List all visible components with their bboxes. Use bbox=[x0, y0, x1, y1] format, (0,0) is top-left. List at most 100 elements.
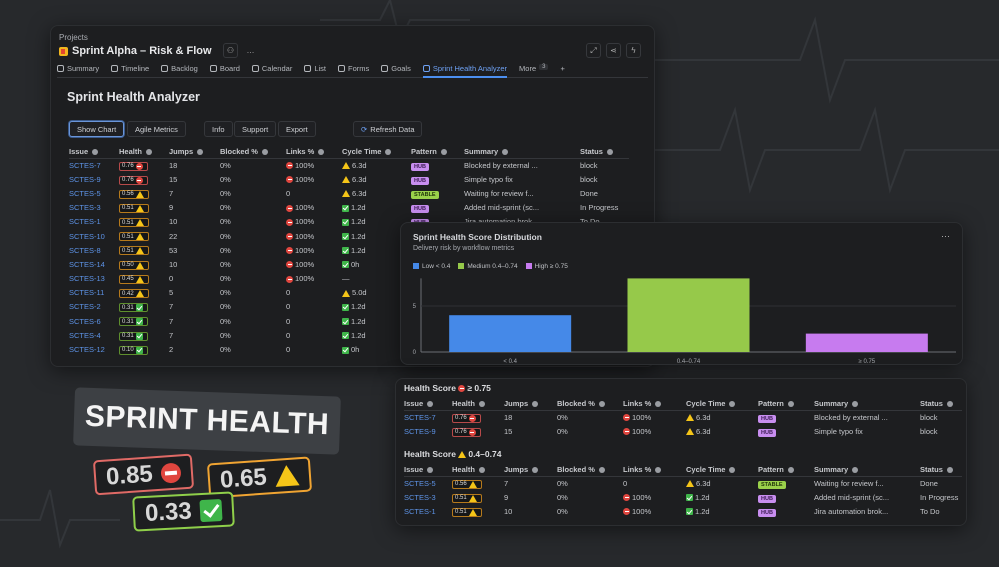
issue-link[interactable]: SCTES-2 bbox=[69, 302, 101, 312]
issue-link[interactable]: SCTES-13 bbox=[69, 274, 105, 284]
stop-icon bbox=[468, 414, 476, 422]
table-row[interactable]: SCTES-2 0.31 7 0% 0 1.2d bbox=[69, 300, 629, 314]
show-chart-button[interactable]: Show Chart bbox=[69, 121, 125, 137]
column-header[interactable]: Links % bbox=[623, 397, 686, 411]
issue-link[interactable]: SCTES-9 bbox=[69, 174, 101, 184]
tab-sprint-health-analyzer[interactable]: Sprint Health Analyzer bbox=[422, 64, 508, 78]
column-header[interactable]: Health bbox=[452, 397, 504, 411]
issue-link[interactable]: SCTES-5 bbox=[404, 478, 436, 488]
tab-board[interactable]: Board bbox=[209, 64, 240, 78]
breadcrumb[interactable]: Projects bbox=[59, 33, 88, 42]
check-icon bbox=[342, 233, 349, 241]
blocked: 0% bbox=[220, 316, 231, 326]
links: 100% bbox=[623, 504, 686, 518]
tab-list[interactable]: List bbox=[304, 64, 326, 78]
agile-metrics-button[interactable]: Agile Metrics bbox=[127, 121, 186, 137]
column-header[interactable]: Cycle Time bbox=[686, 463, 758, 477]
bar[interactable] bbox=[449, 315, 572, 352]
info-button[interactable]: Info bbox=[204, 121, 233, 137]
legend-swatch bbox=[525, 263, 532, 270]
column-header[interactable]: Pattern bbox=[758, 463, 814, 477]
table-row[interactable]: SCTES-5 0.56 7 0% 0 6.3d STABLE Waiting … bbox=[69, 186, 629, 200]
tab-calendar[interactable]: Calendar bbox=[251, 64, 292, 78]
table-row[interactable]: SCTES-3 0.51 9 0% 100% 1.2d HUB Added mi… bbox=[69, 201, 629, 215]
tab-timeline[interactable]: Timeline bbox=[111, 64, 149, 78]
table-row[interactable]: SCTES-6 0.31 7 0% 0 1.2d bbox=[69, 314, 629, 328]
table-row[interactable]: SCTES-11 0.42 5 0% 0 5.0d bbox=[69, 286, 629, 300]
issue-link[interactable]: SCTES-3 bbox=[69, 203, 101, 213]
table-row[interactable]: SCTES-10 0.51 22 0% 100% 1.2d bbox=[69, 229, 629, 243]
table-row[interactable]: SCTES-1 0.51 10 0% 100% 1.2d HUB Jira au… bbox=[404, 504, 962, 518]
column-header[interactable]: Health bbox=[452, 463, 504, 477]
table-row[interactable]: SCTES-9 0.76 15 0% 100% 6.3d HUB Simple … bbox=[404, 424, 962, 438]
issue-link[interactable]: SCTES-8 bbox=[69, 245, 101, 255]
column-header[interactable]: Blocked % bbox=[220, 145, 286, 159]
column-header[interactable]: Issue bbox=[404, 397, 452, 411]
table-row[interactable]: SCTES-4 0.31 7 0% 0 1.2d bbox=[69, 328, 629, 342]
column-header[interactable]: Blocked % bbox=[557, 397, 623, 411]
chart-menu-icon[interactable]: ··· bbox=[941, 231, 950, 241]
share-icon[interactable]: ⋖ bbox=[606, 43, 621, 58]
team-icon[interactable]: ⚇ bbox=[223, 43, 238, 58]
tab-backlog[interactable]: Backlog bbox=[161, 64, 198, 78]
table-row[interactable]: SCTES-14 0.50 10 0% 100% 0h bbox=[69, 257, 629, 271]
issue-link[interactable]: SCTES-9 bbox=[404, 426, 436, 436]
tab-goals[interactable]: Goals bbox=[381, 64, 411, 78]
column-header[interactable]: Status bbox=[920, 397, 962, 411]
table-row[interactable]: SCTES-13 0.45 0 0% 100% — bbox=[69, 272, 629, 286]
column-header[interactable]: Cycle Time bbox=[686, 397, 758, 411]
tab--[interactable]: + bbox=[560, 64, 564, 78]
column-header[interactable]: Jumps bbox=[504, 463, 557, 477]
tab-forms[interactable]: Forms bbox=[337, 64, 369, 78]
column-header[interactable]: Issue bbox=[404, 463, 452, 477]
table-row[interactable]: SCTES-8 0.51 53 0% 100% 1.2d bbox=[69, 243, 629, 257]
issue-link[interactable]: SCTES-6 bbox=[69, 316, 101, 326]
column-header[interactable]: Summary bbox=[814, 397, 920, 411]
table-row[interactable]: SCTES-7 0.76 18 0% 100% 6.3d HUB Blocked… bbox=[69, 158, 629, 172]
expand-icon[interactable]: ⤢ bbox=[586, 43, 601, 58]
export-button[interactable]: Export bbox=[278, 121, 316, 137]
column-header[interactable]: Links % bbox=[623, 463, 686, 477]
table-row[interactable]: SCTES-5 0.56 7 0% 0 6.3d STABLE Waiting … bbox=[404, 476, 962, 490]
issue-link[interactable]: SCTES-1 bbox=[69, 217, 101, 227]
refresh-data-button[interactable]: ⟳ Refresh Data bbox=[353, 121, 423, 137]
bar[interactable] bbox=[805, 333, 928, 352]
tab-more[interactable]: More 3 bbox=[519, 64, 549, 78]
table-row[interactable]: SCTES-12 0.10 2 0% 0 0h bbox=[69, 342, 629, 356]
issue-link[interactable]: SCTES-12 bbox=[69, 345, 105, 355]
column-header[interactable]: Status bbox=[580, 145, 629, 159]
issue-link[interactable]: SCTES-14 bbox=[69, 259, 105, 269]
column-header[interactable]: Health bbox=[119, 145, 169, 159]
column-header[interactable]: Issue bbox=[69, 145, 119, 159]
issue-link[interactable]: SCTES-7 bbox=[404, 412, 436, 422]
column-header[interactable]: Cycle Time bbox=[342, 145, 411, 159]
tab-icon bbox=[209, 65, 217, 72]
column-header[interactable]: Summary bbox=[464, 145, 580, 159]
column-header[interactable]: Status bbox=[920, 463, 962, 477]
column-header[interactable]: Pattern bbox=[411, 145, 464, 159]
issue-link[interactable]: SCTES-5 bbox=[69, 188, 101, 198]
table-row[interactable]: SCTES-3 0.51 9 0% 100% 1.2d HUB Added mi… bbox=[404, 490, 962, 504]
column-header[interactable]: Jumps bbox=[169, 145, 220, 159]
health-badge: 0.51 bbox=[119, 218, 149, 228]
health-value: 0.51 bbox=[455, 495, 467, 502]
tab-summary[interactable]: Summary bbox=[57, 64, 99, 78]
issue-link[interactable]: SCTES-11 bbox=[69, 288, 105, 298]
support-button[interactable]: Support bbox=[234, 121, 277, 137]
column-header[interactable]: Summary bbox=[814, 463, 920, 477]
column-header[interactable]: Links % bbox=[286, 145, 342, 159]
issue-link[interactable]: SCTES-1 bbox=[404, 506, 436, 516]
issue-link[interactable]: SCTES-7 bbox=[69, 160, 101, 170]
column-header[interactable]: Blocked % bbox=[557, 463, 623, 477]
table-row[interactable]: SCTES-9 0.76 15 0% 100% 6.3d HUB Simple … bbox=[69, 172, 629, 186]
issue-link[interactable]: SCTES-4 bbox=[69, 330, 101, 340]
info-icon bbox=[606, 148, 613, 155]
table-row[interactable]: SCTES-7 0.76 18 0% 100% 6.3d HUB Blocked… bbox=[404, 410, 962, 424]
more-options-icon[interactable]: … bbox=[246, 46, 255, 55]
issue-link[interactable]: SCTES-10 bbox=[69, 231, 105, 241]
column-header[interactable]: Jumps bbox=[504, 397, 557, 411]
bar[interactable] bbox=[627, 278, 750, 352]
lightning-icon[interactable]: ϟ bbox=[626, 43, 641, 58]
column-header[interactable]: Pattern bbox=[758, 397, 814, 411]
issue-link[interactable]: SCTES-3 bbox=[404, 492, 436, 502]
